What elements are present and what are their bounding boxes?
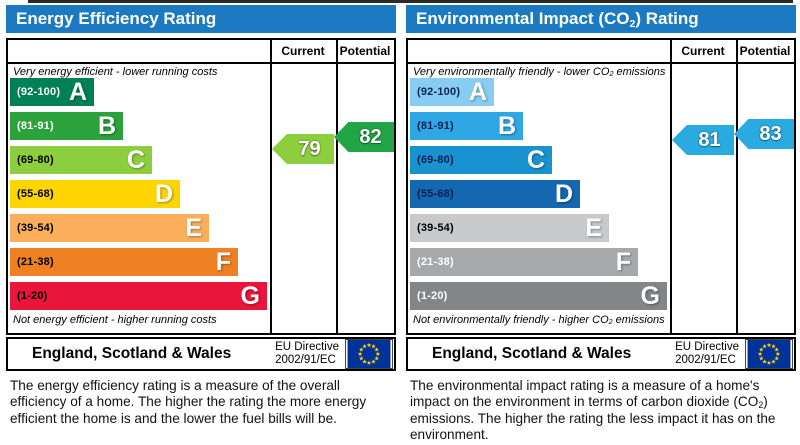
band-g-row: (1-20) G — [410, 282, 667, 310]
band-range-label: (92-100) — [17, 86, 61, 98]
band-letter: D — [154, 179, 173, 208]
band-range-label: (21-38) — [17, 256, 54, 268]
band-range-label: (39-54) — [17, 222, 54, 234]
band-c-row: (69-80) C — [10, 146, 152, 174]
band-range-label: (39-54) — [417, 222, 454, 234]
band-e-row: (39-54) E — [10, 214, 209, 242]
band-letter: G — [240, 281, 260, 310]
band-a-row: (92-100) A — [10, 78, 94, 106]
caption-top: Very energy efficient - lower running co… — [13, 66, 218, 78]
current-rating-arrow: 81 — [672, 125, 734, 155]
environmental-rating-chart: Current Potential Very environmentally f… — [406, 38, 796, 335]
band-range-label: (81-91) — [17, 120, 54, 132]
caption-bottom: Not environmentally friendly - higher CO… — [413, 314, 665, 327]
band-a-row: (92-100) A — [410, 78, 494, 106]
potential-column-header: Potential — [339, 44, 391, 58]
band-letter: E — [585, 213, 602, 242]
band-range-label: (81-91) — [417, 120, 454, 132]
region-label: England, Scotland & Wales — [32, 345, 232, 362]
eu-directive-label: EU Directive 2002/91/EC — [275, 340, 339, 366]
column-divider — [336, 40, 338, 333]
column-header-row — [408, 40, 794, 64]
column-divider — [670, 40, 672, 333]
band-letter: F — [615, 247, 631, 276]
band-letter: F — [215, 247, 231, 276]
eu-directive-label: EU Directive 2002/91/EC — [675, 340, 739, 366]
column-divider — [736, 40, 738, 333]
band-b-row: (81-91) B — [10, 112, 123, 140]
current-rating-arrow: 79 — [272, 134, 334, 164]
region-footer: England, Scotland & Wales EU Directive 2… — [406, 337, 796, 371]
potential-rating-arrow: 83 — [734, 119, 794, 149]
current-column-header: Current — [681, 44, 725, 58]
band-b-row: (81-91) B — [410, 112, 523, 140]
potential-column-header: Potential — [739, 44, 791, 58]
band-c-row: (69-80) C — [410, 146, 552, 174]
band-range-label: (21-38) — [417, 256, 454, 268]
potential-rating-arrow: 82 — [334, 122, 394, 152]
band-g-row: (1-20) G — [10, 282, 267, 310]
band-letter: E — [185, 213, 202, 242]
column-divider — [270, 40, 272, 333]
band-range-label: (55-68) — [417, 188, 454, 200]
band-letter: C — [126, 145, 145, 174]
band-f-row: (21-38) F — [410, 248, 638, 276]
column-header-row — [8, 40, 394, 64]
band-f-row: (21-38) F — [10, 248, 238, 276]
energy-rating-chart: Current Potential Very energy efficient … — [6, 38, 396, 335]
environmental-description-text: The environmental impact rating is a mea… — [410, 378, 776, 442]
energy-panel-title: Energy Efficiency Rating — [16, 9, 217, 28]
caption-top: Very environmentally friendly - lower CO… — [413, 66, 666, 79]
energy-panel-title-bar: Energy Efficiency Rating — [6, 5, 396, 33]
energy-description-text: The energy efficiency rating is a measur… — [10, 378, 367, 426]
band-letter: D — [554, 179, 573, 208]
band-range-label: (69-80) — [417, 154, 454, 166]
band-letter: B — [97, 111, 116, 140]
eu-flag-icon — [345, 339, 393, 369]
potential-rating-value: 83 — [759, 122, 782, 145]
band-d-row: (55-68) D — [410, 180, 580, 208]
band-range-label: (1-20) — [17, 290, 48, 302]
current-column-header: Current — [281, 44, 325, 58]
current-rating-value: 81 — [698, 128, 721, 151]
environmental-panel-title-bar: Environmental Impact (CO2) Rating — [406, 5, 796, 33]
caption-bottom: Not energy efficient - higher running co… — [13, 314, 217, 326]
band-letter: G — [640, 281, 660, 310]
band-letter: C — [526, 145, 545, 174]
environmental-impact-panel: Environmental Impact (CO2) Rating Curren… — [406, 5, 796, 443]
eu-flag-icon — [745, 339, 793, 369]
band-letter: A — [468, 77, 487, 106]
energy-efficiency-panel: Energy Efficiency Rating Current Potenti… — [6, 5, 396, 427]
band-range-label: (55-68) — [17, 188, 54, 200]
band-d-row: (55-68) D — [10, 180, 180, 208]
band-range-label: (92-100) — [417, 86, 461, 98]
band-range-label: (69-80) — [17, 154, 54, 166]
potential-rating-value: 82 — [359, 125, 382, 148]
band-e-row: (39-54) E — [410, 214, 609, 242]
current-rating-value: 79 — [298, 137, 321, 160]
region-footer: England, Scotland & Wales EU Directive 2… — [6, 337, 396, 371]
environmental-panel-title: Environmental Impact (CO2) Rating — [416, 9, 699, 30]
top-divider — [28, 0, 793, 3]
band-range-label: (1-20) — [417, 290, 448, 302]
band-letter: B — [497, 111, 516, 140]
region-label: England, Scotland & Wales — [432, 345, 632, 362]
band-letter: A — [68, 77, 87, 106]
